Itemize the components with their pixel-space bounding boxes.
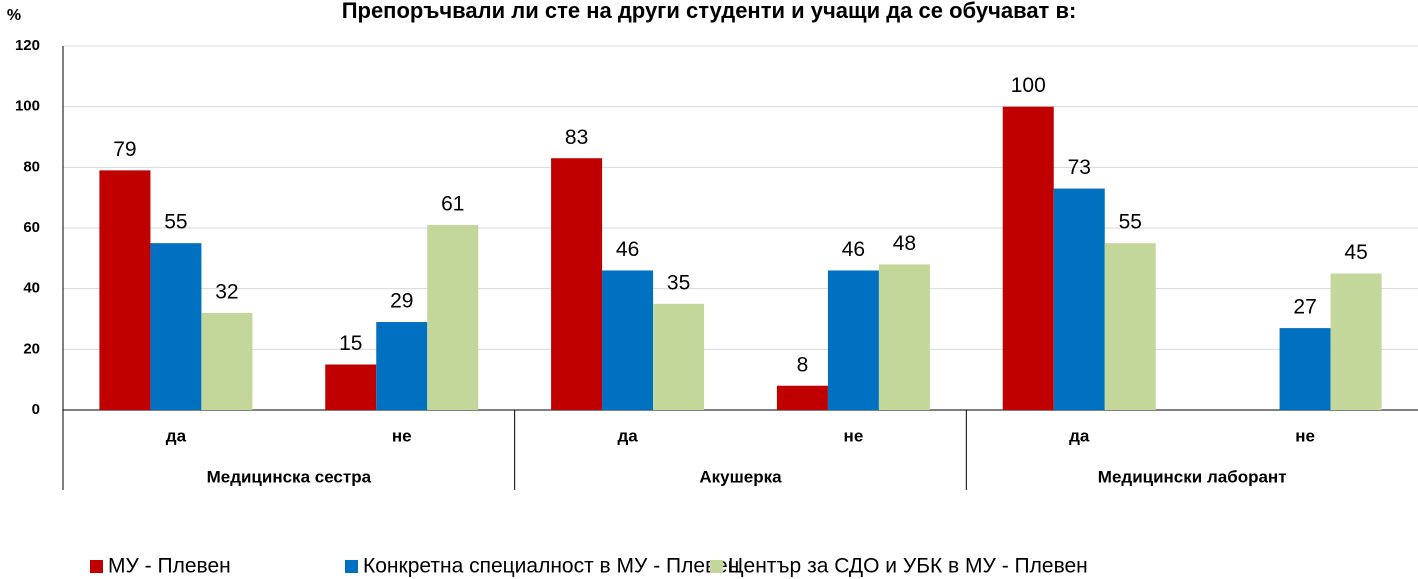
x-tick-label: не xyxy=(844,426,864,445)
y-tick-label: 20 xyxy=(23,340,40,357)
group-label: Медицински лаборант xyxy=(1098,467,1287,486)
data-label: 55 xyxy=(164,211,187,234)
bar xyxy=(602,270,654,410)
y-tick-label: 40 xyxy=(23,280,40,297)
y-tick-label: 80 xyxy=(23,158,40,175)
bar xyxy=(1330,273,1382,410)
data-label: 100 xyxy=(1011,74,1046,97)
x-tick-label: да xyxy=(166,426,187,445)
data-label: 46 xyxy=(842,238,865,261)
data-label: 29 xyxy=(390,290,413,313)
y-tick-label: 100 xyxy=(15,98,40,115)
bar xyxy=(376,322,428,410)
bar xyxy=(776,385,828,410)
data-label: 15 xyxy=(339,332,362,355)
group-label: Медицинска сестра xyxy=(207,467,372,486)
legend-label: Център за СДО и УБК в МУ - Плевен xyxy=(728,555,1088,578)
bar xyxy=(1002,106,1054,411)
data-label: 27 xyxy=(1293,296,1316,319)
legend-label: Конкретна специалност в МУ - Плевен xyxy=(363,555,739,578)
bar xyxy=(99,170,151,410)
data-label: 45 xyxy=(1344,241,1367,264)
legend-label: МУ - Плевен xyxy=(108,555,231,578)
legend-swatch xyxy=(345,560,358,573)
bar xyxy=(1104,243,1156,410)
y-tick-label: 0 xyxy=(32,401,40,418)
bar xyxy=(827,270,879,410)
data-label: 79 xyxy=(113,138,136,161)
legend-swatch xyxy=(710,560,723,573)
x-tick-label: да xyxy=(1069,426,1090,445)
bar xyxy=(653,303,705,410)
data-label: 8 xyxy=(797,353,809,376)
bar xyxy=(201,312,253,410)
legend-swatch xyxy=(90,560,103,573)
bar xyxy=(1053,188,1105,410)
data-label: 35 xyxy=(667,271,690,294)
bar xyxy=(878,264,930,410)
bar xyxy=(551,158,603,410)
data-label: 83 xyxy=(565,126,588,149)
x-tick-label: да xyxy=(617,426,638,445)
chart-title: Препоръчвали ли сте на други студенти и … xyxy=(342,0,1077,23)
data-label: 46 xyxy=(616,238,639,261)
data-label: 73 xyxy=(1068,156,1091,179)
bar xyxy=(150,243,202,410)
x-tick-label: не xyxy=(392,426,412,445)
data-label: 61 xyxy=(441,193,464,216)
group-label: Акушерка xyxy=(699,467,782,486)
bar xyxy=(325,364,377,410)
bar xyxy=(1279,328,1331,410)
y-tick-label: 120 xyxy=(15,37,40,54)
data-label: 55 xyxy=(1119,211,1142,234)
data-label: 48 xyxy=(893,232,916,255)
data-label: 32 xyxy=(215,280,238,303)
y-tick-label: 60 xyxy=(23,219,40,236)
x-tick-label: не xyxy=(1295,426,1315,445)
y-axis-label: % xyxy=(7,7,21,24)
bar xyxy=(427,224,479,410)
